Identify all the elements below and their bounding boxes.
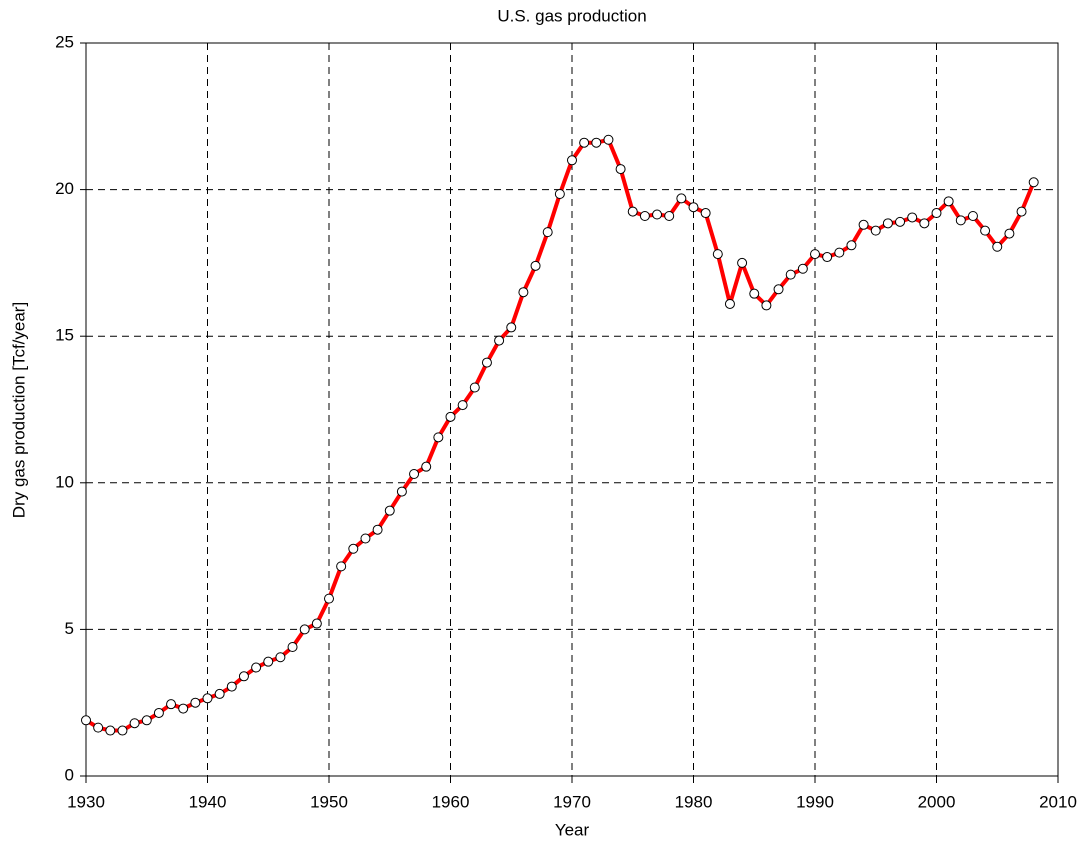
data-point	[846, 240, 857, 251]
data-point	[542, 227, 553, 238]
data-point	[919, 218, 930, 229]
data-point	[943, 196, 954, 207]
x-tick-label: 1930	[67, 792, 105, 811]
data-point	[506, 322, 517, 333]
data-point	[567, 155, 577, 166]
y-tick-label: 20	[55, 179, 74, 198]
y-tick-label: 5	[65, 619, 74, 638]
data-point	[153, 707, 164, 718]
data-point	[652, 209, 663, 220]
data-point	[396, 486, 407, 497]
chart-title: U.S. gas production	[497, 6, 646, 25]
y-axis-label: Dry gas production [Tcf/year]	[9, 302, 28, 518]
data-point	[457, 400, 468, 411]
data-point	[967, 210, 978, 221]
data-point	[481, 357, 492, 368]
data-point	[348, 543, 359, 554]
data-point	[579, 137, 590, 148]
data-point	[773, 284, 784, 295]
data-point	[1004, 228, 1015, 239]
data-point	[141, 715, 152, 726]
y-tick-label: 0	[65, 765, 74, 784]
data-point	[190, 697, 201, 708]
x-tick-label: 2010	[1039, 792, 1077, 811]
data-point	[433, 432, 444, 443]
data-point	[992, 241, 1003, 252]
data-point	[810, 249, 820, 260]
data-point	[129, 718, 140, 729]
data-point	[409, 469, 420, 480]
data-point	[214, 688, 225, 699]
x-tick-label: 2000	[918, 792, 956, 811]
data-point	[834, 247, 845, 258]
data-point	[1016, 206, 1027, 217]
data-point	[287, 641, 298, 652]
data-point	[530, 260, 541, 271]
x-tick-label: 1980	[675, 792, 713, 811]
data-point	[311, 618, 322, 629]
data-line	[84, 137, 1036, 733]
x-tick-label: 1940	[189, 792, 227, 811]
data-point	[421, 461, 432, 472]
data-point	[238, 671, 249, 682]
data-point	[761, 300, 772, 311]
data-point	[226, 681, 237, 692]
data-point	[494, 335, 505, 346]
data-point	[445, 411, 456, 422]
data-point	[81, 715, 91, 726]
data-point	[384, 505, 395, 516]
data-point	[166, 699, 177, 710]
data-point	[251, 662, 262, 673]
y-tick-label: 15	[55, 326, 74, 345]
data-point	[324, 593, 334, 604]
data-point	[797, 263, 808, 274]
data-point	[724, 298, 735, 309]
data-point	[895, 216, 906, 227]
data-point	[615, 164, 626, 175]
data-point	[469, 382, 480, 393]
data-point	[870, 225, 881, 236]
data-point	[202, 693, 213, 704]
data-point	[372, 524, 383, 535]
data-point	[700, 208, 711, 219]
data-point	[117, 725, 128, 736]
data-point	[1028, 177, 1039, 188]
data-point	[676, 193, 687, 204]
data-point	[749, 288, 760, 299]
x-tick-label: 1950	[310, 792, 348, 811]
data-point	[178, 703, 189, 714]
y-tick-label: 25	[55, 32, 74, 51]
data-point	[785, 269, 796, 280]
data-point	[336, 561, 347, 572]
data-point	[263, 656, 274, 667]
data-point	[955, 215, 966, 226]
y-tick-label: 10	[55, 472, 74, 491]
data-point	[664, 210, 675, 221]
data-point	[105, 725, 116, 736]
x-tick-label: 1960	[432, 792, 470, 811]
data-point	[275, 652, 286, 663]
data-point	[822, 252, 833, 263]
data-point	[591, 137, 602, 148]
data-point	[639, 210, 650, 221]
data-point	[627, 206, 638, 217]
data-point	[554, 188, 565, 199]
data-point	[688, 202, 699, 213]
data-point	[882, 218, 893, 229]
data-point	[980, 225, 991, 236]
data-point	[518, 287, 529, 298]
data-point	[360, 533, 371, 544]
data-point	[737, 257, 748, 268]
x-tick-label: 1970	[553, 792, 591, 811]
data-point	[712, 249, 723, 260]
data-point	[299, 624, 310, 635]
x-axis-label: Year	[555, 820, 590, 839]
data-point	[858, 219, 869, 230]
data-point	[907, 212, 918, 223]
data-point	[93, 722, 104, 733]
data-point	[603, 134, 614, 145]
data-point	[931, 208, 942, 219]
x-tick-label: 1990	[796, 792, 834, 811]
